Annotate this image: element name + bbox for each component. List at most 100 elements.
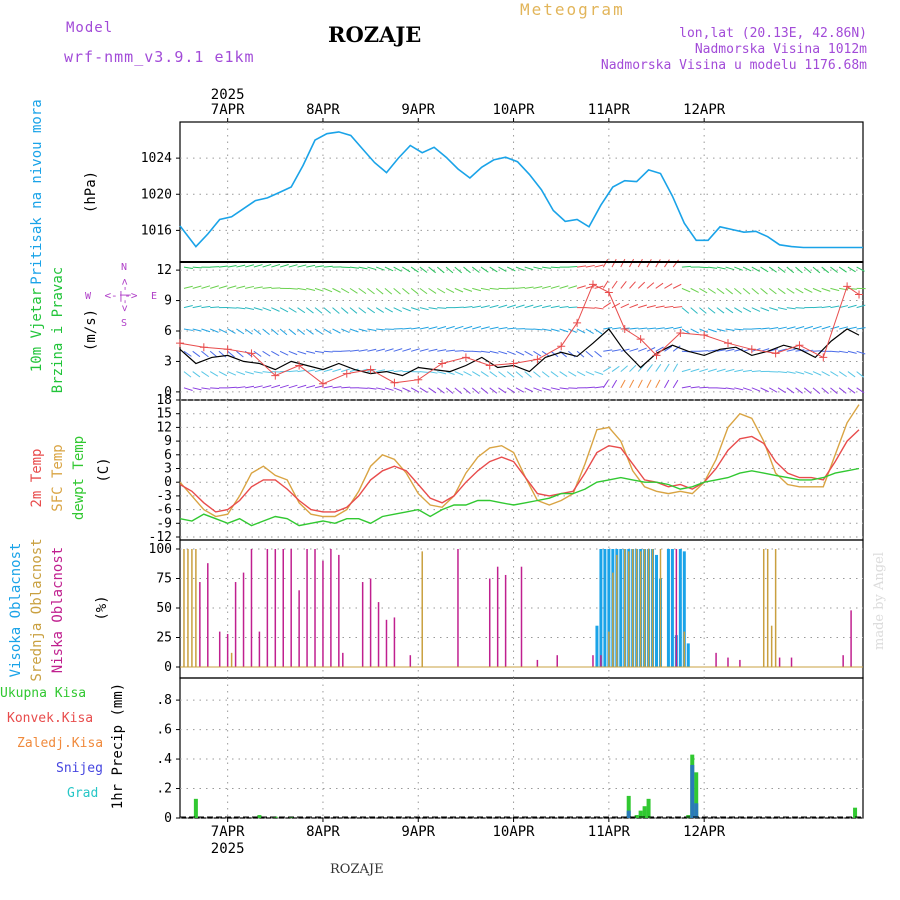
wind-arrow (506, 371, 515, 378)
wind-arrow (594, 350, 602, 358)
wind-arrow (262, 307, 272, 312)
wind-arrow (210, 387, 220, 390)
wind-arrow (699, 368, 709, 373)
cloud-bar (488, 578, 491, 667)
wind-arrow (795, 287, 804, 294)
sfc-temp-line (179, 404, 860, 518)
wind-arrow (507, 350, 516, 356)
cloud-bar (659, 549, 662, 667)
wind-arrow (707, 328, 717, 333)
snow-bar (626, 810, 631, 818)
wind-arrow (192, 387, 202, 391)
wind-arrow (463, 306, 473, 309)
y-tick-label: 0 (164, 385, 172, 400)
wind-arrow (297, 307, 306, 314)
cloud-bar (678, 549, 682, 667)
wind-arrow (437, 387, 445, 394)
wind-arrow (437, 326, 447, 330)
wind-arrow (804, 325, 813, 330)
wind-arrow (725, 307, 734, 314)
wind-arrow (393, 307, 402, 313)
wind-arrow (210, 306, 220, 309)
credit-watermark: made by Angel (872, 552, 887, 650)
wind-arrow (664, 283, 673, 289)
cloud-bar (600, 655, 602, 667)
wind-arrow (646, 364, 653, 372)
cloud-bar (727, 657, 729, 667)
wind-arrow (629, 379, 635, 389)
wind-arrow (673, 306, 683, 309)
wind-arrow (445, 387, 454, 394)
cloud-bar (739, 659, 741, 667)
cloud-bar (607, 549, 611, 667)
snow-bar (694, 803, 699, 818)
wind-arrow (550, 266, 560, 269)
wind-arrow (708, 266, 718, 269)
wind-arrow (768, 266, 777, 273)
wind-arrow (410, 307, 420, 311)
wind-arrow (201, 350, 209, 358)
wind-arrow (428, 387, 437, 394)
wind-arrow (245, 385, 255, 389)
wind-arrow (192, 285, 202, 289)
y-tick-label: 50 (156, 601, 172, 616)
wind-arrow (839, 287, 849, 291)
wind-arrow (777, 287, 786, 295)
cloud-bar (774, 549, 777, 667)
low-cloud-axis-title: Niska Oblacnost (50, 547, 66, 673)
precip-bar (638, 810, 643, 818)
wind-arrow (743, 369, 753, 373)
wind-gust-marker (485, 361, 494, 370)
wind-arrow (288, 264, 298, 268)
cloud-bar (234, 582, 237, 667)
wind-arrow (716, 307, 725, 314)
wind-arrow (734, 369, 744, 373)
wind-gust-marker (795, 341, 804, 350)
dewpoint-axis-title: dewpt Temp (71, 436, 87, 520)
wind-arrow (856, 350, 866, 355)
wind-arrow (707, 368, 717, 373)
cloud-bar (619, 549, 623, 667)
wind-arrow (672, 345, 681, 352)
model-label: Model (66, 20, 114, 36)
wind-arrow (227, 350, 235, 358)
wind-arrow (192, 266, 202, 269)
wind-arrow (472, 287, 482, 292)
wind-arrow (672, 379, 679, 389)
wind-arrow (585, 264, 595, 268)
wind-arrow (305, 328, 314, 335)
wind-arrow (603, 366, 612, 373)
dir-label-west: W (85, 291, 92, 302)
wind-arrow (183, 328, 193, 331)
wind-arrow (559, 285, 569, 289)
wind-arrow (585, 307, 595, 309)
wind-arrow (533, 328, 543, 331)
wind-arrow (323, 287, 333, 293)
wind-arrow (777, 371, 788, 374)
wind-arrow (297, 264, 307, 268)
cloud-bar (778, 657, 781, 667)
wind-arrow (236, 264, 246, 268)
wind-arrow (541, 371, 550, 378)
dir-label-east: E (151, 291, 157, 302)
wind-arrow (568, 387, 578, 389)
wind-arrow (463, 325, 473, 330)
cloud-bar (457, 549, 459, 667)
wind-arrow (332, 328, 341, 334)
wind-arrow (463, 287, 473, 292)
y-tick-label: 1024 (141, 151, 172, 166)
temp-axis-title: 2m Temp (29, 448, 45, 507)
dir-axis-horizontal: <-|-> (104, 289, 137, 302)
wind-arrow (725, 368, 735, 373)
cloud-bar (623, 549, 626, 667)
wind-arrow (192, 305, 202, 309)
wind-arrow (699, 328, 708, 333)
wind-arrow (804, 371, 813, 376)
y-tick-label: 3 (164, 354, 172, 369)
wind-arrow (821, 305, 831, 309)
wind-arrow (419, 387, 428, 394)
wind-arrow (506, 266, 516, 272)
wind-arrow (445, 325, 455, 330)
wind-arrow (541, 350, 550, 357)
wind-arrow (681, 385, 691, 389)
